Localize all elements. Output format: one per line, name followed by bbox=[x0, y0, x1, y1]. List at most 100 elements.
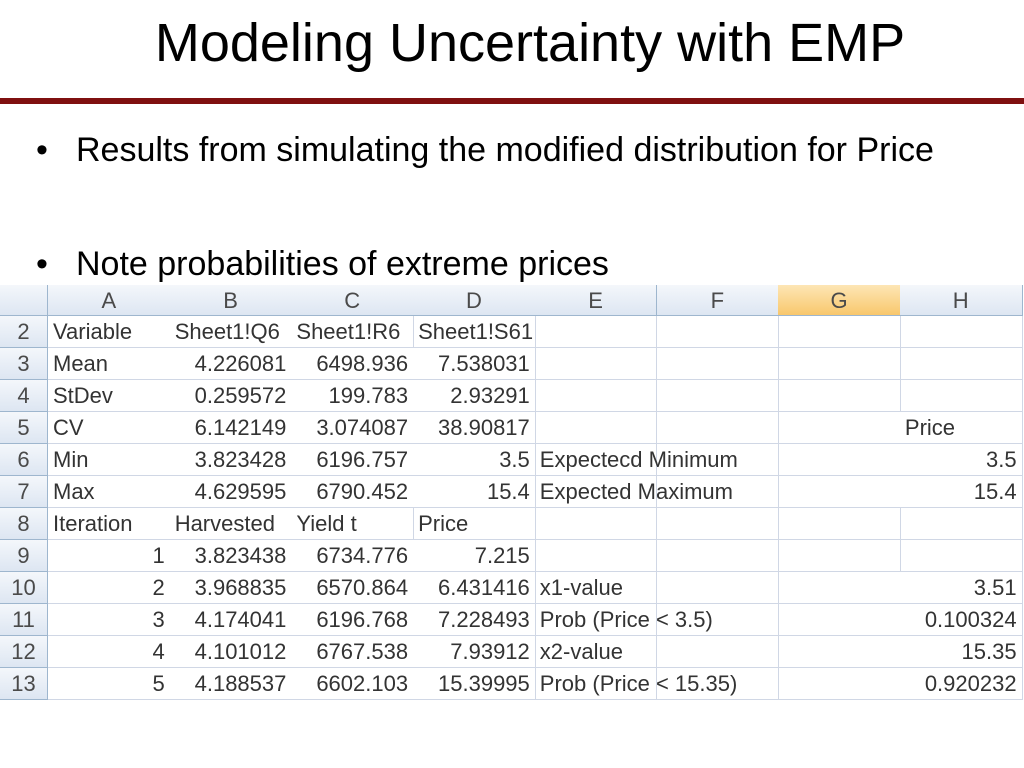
cell bbox=[656, 668, 780, 700]
cell: 2 bbox=[48, 572, 171, 604]
cell bbox=[656, 348, 780, 380]
cell: 4 bbox=[48, 636, 171, 668]
cell bbox=[899, 540, 1023, 572]
cell bbox=[656, 508, 780, 540]
cell: 7.538031 bbox=[413, 348, 536, 380]
cell: 7.228493 bbox=[413, 604, 536, 636]
cell bbox=[778, 508, 901, 540]
cell: 6.142149 bbox=[169, 412, 293, 444]
cell bbox=[778, 316, 901, 348]
cell: Price bbox=[899, 412, 1023, 444]
cell bbox=[656, 572, 780, 604]
cell: Expectecd Minimum bbox=[534, 444, 738, 476]
cell: Mean bbox=[48, 348, 171, 380]
cell: 38.90817 bbox=[413, 412, 536, 444]
cell bbox=[778, 540, 901, 572]
cell: 4.101012 bbox=[169, 636, 293, 668]
spreadsheet: A B C D E F G H 2 Variable Sheet1!Q6 Sheet1!R6 Sheet… bbox=[0, 285, 1024, 710]
cell bbox=[778, 412, 901, 444]
cell: 7.93912 bbox=[413, 636, 536, 668]
cell: Min bbox=[48, 444, 171, 476]
cell bbox=[778, 636, 901, 668]
row-header: 11 bbox=[0, 604, 48, 636]
cell: 0.259572 bbox=[169, 380, 293, 412]
cell: 6498.936 bbox=[291, 348, 415, 380]
cell bbox=[656, 380, 780, 412]
cell: 15.39995 bbox=[413, 668, 536, 700]
cell bbox=[899, 348, 1023, 380]
cell bbox=[778, 572, 901, 604]
cell: 3.968835 bbox=[169, 572, 293, 604]
row-header: 9 bbox=[0, 540, 48, 572]
cell bbox=[656, 540, 780, 572]
cell: 15.35 bbox=[899, 636, 1023, 668]
cell: Yield t bbox=[291, 508, 415, 540]
cell bbox=[778, 380, 901, 412]
column-header: F bbox=[656, 285, 780, 316]
cell bbox=[534, 348, 658, 380]
cell: 0.100324 bbox=[899, 604, 1023, 636]
title-rule bbox=[0, 98, 1024, 104]
cell: 15.4 bbox=[899, 476, 1023, 508]
cell bbox=[534, 316, 658, 348]
cell: 3.5 bbox=[413, 444, 536, 476]
cell bbox=[899, 316, 1023, 348]
column-header: B bbox=[169, 285, 293, 316]
cell: 199.783 bbox=[291, 380, 415, 412]
cell: CV bbox=[48, 412, 171, 444]
cell: 6570.864 bbox=[291, 572, 415, 604]
row-header: 12 bbox=[0, 636, 48, 668]
column-header: D bbox=[413, 285, 536, 316]
cell: 6602.103 bbox=[291, 668, 415, 700]
cell bbox=[656, 316, 780, 348]
cell: 2.93291 bbox=[413, 380, 536, 412]
cell: Sheet1!R6 bbox=[291, 316, 415, 348]
slide-title: Modeling Uncertainty with EMP bbox=[154, 13, 906, 73]
cell: 6734.776 bbox=[291, 540, 415, 572]
cell bbox=[534, 412, 658, 444]
cell: 3.51 bbox=[899, 572, 1023, 604]
row-header: 5 bbox=[0, 412, 48, 444]
cell bbox=[778, 444, 901, 476]
cell bbox=[899, 380, 1023, 412]
cell: 4.629595 bbox=[169, 476, 293, 508]
cell: 3.5 bbox=[899, 444, 1023, 476]
cell: 6196.768 bbox=[291, 604, 415, 636]
cell bbox=[656, 604, 780, 636]
cell: Iteration bbox=[48, 508, 171, 540]
cell: Price bbox=[413, 508, 536, 540]
cell: 6790.452 bbox=[291, 476, 415, 508]
cell: 3.074087 bbox=[291, 412, 415, 444]
column-header: E bbox=[534, 285, 658, 316]
row-header: 10 bbox=[0, 572, 48, 604]
column-header: G bbox=[778, 285, 901, 316]
cell: 5 bbox=[48, 668, 171, 700]
cell: 1 bbox=[48, 540, 171, 572]
cell: 0.920232 bbox=[899, 668, 1023, 700]
row-header: 4 bbox=[0, 380, 48, 412]
cell: 6767.538 bbox=[291, 636, 415, 668]
cell: 3.823438 bbox=[169, 540, 293, 572]
cell: Max bbox=[48, 476, 171, 508]
cell bbox=[656, 444, 780, 476]
cell: 4.226081 bbox=[169, 348, 293, 380]
column-header: A bbox=[48, 285, 171, 316]
cell: 6196.757 bbox=[291, 444, 415, 476]
cell: 3 bbox=[48, 604, 171, 636]
cell: StDev bbox=[48, 380, 171, 412]
bullet: Note probabilities of extreme prices bbox=[36, 242, 976, 287]
cell: 7.215 bbox=[413, 540, 536, 572]
cell bbox=[778, 604, 901, 636]
cell bbox=[534, 540, 658, 572]
cell bbox=[656, 636, 780, 668]
row-header: 13 bbox=[0, 668, 48, 700]
cell bbox=[534, 380, 658, 412]
cell bbox=[778, 668, 901, 700]
row-header: 7 bbox=[0, 476, 48, 508]
row-header: 2 bbox=[0, 316, 48, 348]
column-header: H bbox=[899, 285, 1023, 316]
bullet: Results from simulating the modified dis… bbox=[36, 128, 976, 173]
cell: Prob (Price < 15.35) bbox=[534, 668, 737, 700]
row-header: 8 bbox=[0, 508, 48, 540]
